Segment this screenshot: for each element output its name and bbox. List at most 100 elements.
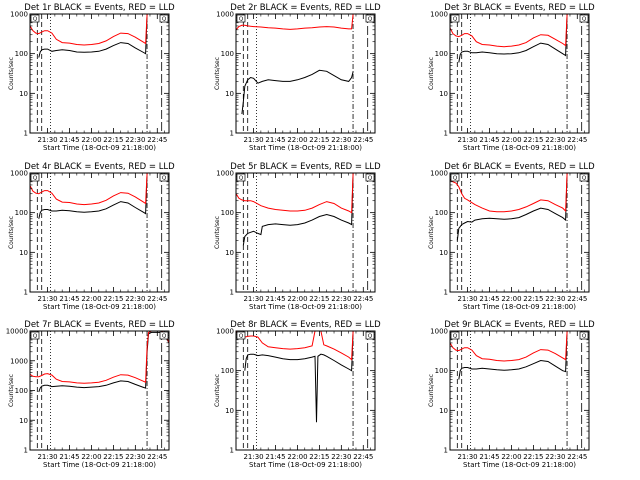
- x-tick-label: 22:15: [103, 295, 123, 303]
- y-tick-label: 1: [230, 130, 234, 138]
- y-tick-label: 1: [444, 447, 448, 455]
- y-tick-label: 10000: [6, 328, 28, 336]
- y-tick-label: 10: [225, 407, 234, 415]
- x-tick-label: 21:30: [457, 136, 477, 144]
- corner-badge-label: Q: [33, 176, 38, 182]
- x-tick-label: 22:45: [147, 295, 167, 303]
- y-tick-label: 10: [19, 249, 28, 257]
- y-tick-label: 10: [439, 249, 448, 257]
- corner-badge-right: Q: [159, 331, 169, 340]
- x-tick-label: 22:30: [125, 453, 145, 461]
- y-tick-label: 1000: [430, 170, 448, 178]
- lld-series-line: [30, 173, 149, 206]
- x-tick-label: 22:15: [523, 295, 543, 303]
- corner-badge-right: Q: [159, 173, 169, 182]
- panel-title: Det 2r BLACK = Events, RED = LLD: [230, 3, 381, 13]
- y-tick-label: 1000: [216, 170, 234, 178]
- corner-badge-label: Q: [239, 334, 244, 340]
- y-axis-label: Counts/sec: [214, 57, 221, 90]
- corner-badge-right: Q: [579, 173, 589, 182]
- x-tick-label: 22:45: [147, 453, 167, 461]
- x-tick-label: 21:45: [265, 295, 285, 303]
- lld-series-line: [450, 173, 569, 213]
- plot-area: [450, 14, 583, 133]
- x-axis-label: Start Time (18-Oct-09 21:18:00): [43, 303, 156, 311]
- x-tick-label: 22:45: [567, 453, 587, 461]
- x-axis-label: Start Time (18-Oct-09 21:18:00): [249, 303, 362, 311]
- x-tick-label: 21:45: [59, 136, 79, 144]
- x-tick-label: 22:00: [501, 453, 521, 461]
- plot-area: [236, 14, 369, 133]
- x-tick-label: 22:45: [353, 453, 373, 461]
- corner-badge-label: Q: [368, 334, 373, 340]
- panel-title: Det 6r BLACK = Events, RED = LLD: [444, 162, 595, 172]
- x-tick-label: 22:30: [125, 136, 145, 144]
- x-tick-label: 22:00: [287, 453, 307, 461]
- panel-title: Det 4r BLACK = Events, RED = LLD: [24, 162, 175, 172]
- y-tick-label: 10: [225, 249, 234, 257]
- corner-badge-left: Q: [30, 173, 40, 182]
- corner-badge-right: Q: [365, 14, 375, 23]
- plot-frame: [449, 13, 590, 134]
- corner-badge-left: Q: [236, 14, 246, 23]
- y-tick-label: 100: [15, 50, 28, 58]
- y-tick-label: 1: [24, 130, 28, 138]
- lld-series-line: [236, 173, 355, 214]
- plot-area: [30, 331, 169, 450]
- corner-badge-label: Q: [453, 17, 458, 23]
- x-axis-label: Start Time (18-Oct-09 21:18:00): [463, 461, 576, 469]
- x-tick-label: 22:45: [567, 136, 587, 144]
- corner-badge-label: Q: [239, 176, 244, 182]
- events-series-line: [241, 69, 354, 115]
- x-tick-label: 21:30: [37, 453, 57, 461]
- y-tick-label: 10: [439, 407, 448, 415]
- y-tick-label: 1: [24, 289, 28, 297]
- y-tick-label: 1: [444, 130, 448, 138]
- x-tick-label: 22:15: [523, 136, 543, 144]
- panel-det-8: Det 8r BLACK = Events, RED = LLD 1 10 100 10…: [214, 320, 381, 469]
- x-tick-label: 21:30: [243, 453, 263, 461]
- corner-badge-label: Q: [162, 334, 167, 340]
- y-tick-label: 10: [19, 417, 28, 425]
- x-tick-label: 22:00: [287, 295, 307, 303]
- events-series-line: [458, 331, 569, 380]
- y-axis-label: Counts/sec: [428, 216, 435, 249]
- y-tick-label: 100: [435, 50, 448, 58]
- x-tick-label: 22:45: [567, 295, 587, 303]
- y-axis-label: Counts/sec: [428, 374, 435, 407]
- x-tick-label: 21:30: [243, 136, 263, 144]
- corner-badge-right: Q: [579, 331, 589, 340]
- x-tick-label: 22:30: [545, 295, 565, 303]
- panel-det-1: Det 1r BLACK = Events, RED = LLD 1 10 100 10…: [8, 3, 175, 152]
- corner-badge-label: Q: [582, 334, 587, 340]
- plot-frame: [235, 330, 376, 451]
- y-tick-label: 1: [230, 289, 234, 297]
- y-tick-label: 1000: [10, 357, 28, 365]
- y-tick-label: 1000: [10, 170, 28, 178]
- plot-area: [450, 331, 583, 450]
- y-axis-label: Counts/sec: [214, 374, 221, 407]
- x-tick-label: 22:30: [331, 295, 351, 303]
- x-tick-label: 21:30: [37, 295, 57, 303]
- x-tick-label: 22:15: [309, 136, 329, 144]
- x-tick-label: 22:00: [287, 136, 307, 144]
- lld-series-line: [236, 14, 355, 31]
- x-tick-label: 22:00: [501, 295, 521, 303]
- corner-badge-right: Q: [365, 331, 375, 340]
- x-tick-label: 22:15: [103, 136, 123, 144]
- corner-badge-label: Q: [582, 176, 587, 182]
- panel-det-5: Det 5r BLACK = Events, RED = LLD 1 10 100 10…: [214, 162, 381, 311]
- panel-title: Det 9r BLACK = Events, RED = LLD: [444, 320, 595, 330]
- x-tick-label: 21:45: [59, 295, 79, 303]
- x-tick-label: 21:30: [37, 136, 57, 144]
- x-axis-label: Start Time (18-Oct-09 21:18:00): [463, 303, 576, 311]
- y-tick-label: 1000: [216, 11, 234, 19]
- plot-area: [236, 331, 369, 450]
- y-tick-label: 100: [221, 209, 234, 217]
- y-axis-label: Counts/sec: [8, 216, 15, 249]
- x-tick-label: 21:45: [59, 453, 79, 461]
- corner-badge-left: Q: [236, 331, 246, 340]
- y-tick-label: 100: [221, 50, 234, 58]
- lld-series-line: [450, 14, 569, 48]
